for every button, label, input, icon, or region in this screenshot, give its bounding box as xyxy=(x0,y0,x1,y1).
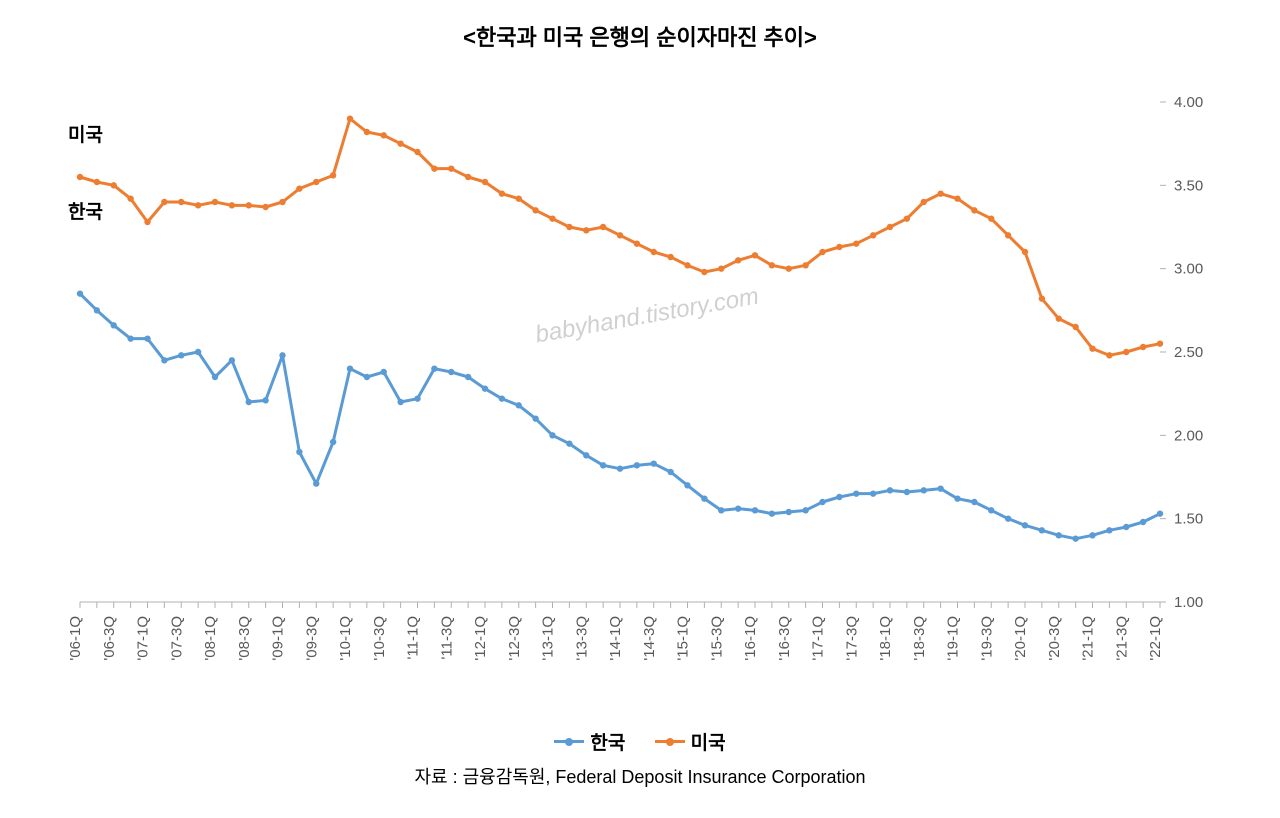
svg-text:'21-3Q: '21-3Q xyxy=(1113,616,1130,661)
svg-text:'19-3Q: '19-3Q xyxy=(978,616,995,661)
svg-text:'20-3Q: '20-3Q xyxy=(1046,616,1063,661)
legend-swatch-kr xyxy=(554,740,584,743)
svg-text:'12-1Q: '12-1Q xyxy=(472,616,489,661)
svg-text:'15-3Q: '15-3Q xyxy=(708,616,725,661)
svg-text:'10-3Q: '10-3Q xyxy=(371,616,388,661)
svg-text:4.00: 4.00 xyxy=(1174,94,1203,111)
svg-text:'11-3Q: '11-3Q xyxy=(438,616,455,659)
svg-text:'14-3Q: '14-3Q xyxy=(641,616,658,661)
svg-text:'07-1Q: '07-1Q xyxy=(135,616,152,661)
svg-text:'21-1Q: '21-1Q xyxy=(1080,616,1097,661)
chart-source: 자료 : 금융감독원, Federal Deposit Insurance Co… xyxy=(20,763,1260,789)
svg-text:'10-1Q: '10-1Q xyxy=(337,616,354,661)
legend-label-us: 미국 xyxy=(691,728,726,755)
svg-text:'06-1Q: '06-1Q xyxy=(67,616,84,661)
legend-swatch-us xyxy=(655,740,685,743)
svg-text:3.00: 3.00 xyxy=(1174,261,1203,278)
svg-text:'13-3Q: '13-3Q xyxy=(573,616,590,661)
svg-text:2.50: 2.50 xyxy=(1174,344,1203,361)
svg-text:'17-1Q: '17-1Q xyxy=(810,616,827,661)
plot-area: 4.00 3.50 3.00 2.50 2.00 1.50 1.00 '06-1Q '06-3Q… xyxy=(50,82,1230,717)
svg-text:'12-3Q: '12-3Q xyxy=(506,616,523,661)
chart-title: <한국과 미국 은행의 순이자마진 추이> xyxy=(20,20,1260,52)
svg-text:3.50: 3.50 xyxy=(1174,177,1203,194)
svg-text:'15-1Q: '15-1Q xyxy=(675,616,692,661)
svg-text:'20-1Q: '20-1Q xyxy=(1012,616,1029,661)
svg-text:'06-3Q: '06-3Q xyxy=(101,616,118,661)
svg-text:'16-3Q: '16-3Q xyxy=(776,616,793,661)
svg-text:'22-1Q: '22-1Q xyxy=(1147,616,1164,661)
svg-text:1.00: 1.00 xyxy=(1174,594,1203,611)
svg-text:'07-3Q: '07-3Q xyxy=(168,616,185,661)
svg-text:'17-3Q: '17-3Q xyxy=(843,616,860,661)
svg-text:'08-1Q: '08-1Q xyxy=(202,616,219,661)
svg-text:'11-1Q: '11-1Q xyxy=(405,616,422,659)
svg-text:'18-1Q: '18-1Q xyxy=(877,616,894,661)
svg-text:'13-1Q: '13-1Q xyxy=(540,616,557,661)
chart-legend: 한국 미국 xyxy=(20,727,1260,755)
svg-text:'08-3Q: '08-3Q xyxy=(236,616,253,661)
svg-text:1.50: 1.50 xyxy=(1174,511,1203,528)
svg-text:'14-1Q: '14-1Q xyxy=(607,616,624,661)
line-chart-svg: 4.00 3.50 3.00 2.50 2.00 1.50 1.00 '06-1Q '06-3Q… xyxy=(50,82,1230,712)
nim-chart: <한국과 미국 은행의 순이자마진 추이> 4.00 3.50 3.00 2.50 2.… xyxy=(20,20,1260,789)
svg-text:'18-3Q: '18-3Q xyxy=(911,616,928,661)
series-inline-label-us: 미국 xyxy=(68,120,103,147)
legend-label-kr: 한국 xyxy=(590,728,625,755)
svg-text:'16-1Q: '16-1Q xyxy=(742,616,759,661)
legend-item-kr: 한국 xyxy=(554,728,625,755)
svg-text:'09-3Q: '09-3Q xyxy=(303,616,320,661)
svg-text:'19-1Q: '19-1Q xyxy=(945,616,962,661)
svg-text:'09-1Q: '09-1Q xyxy=(270,616,287,661)
svg-text:2.00: 2.00 xyxy=(1174,427,1203,444)
legend-item-us: 미국 xyxy=(655,728,726,755)
series-inline-label-kr: 한국 xyxy=(68,197,103,224)
